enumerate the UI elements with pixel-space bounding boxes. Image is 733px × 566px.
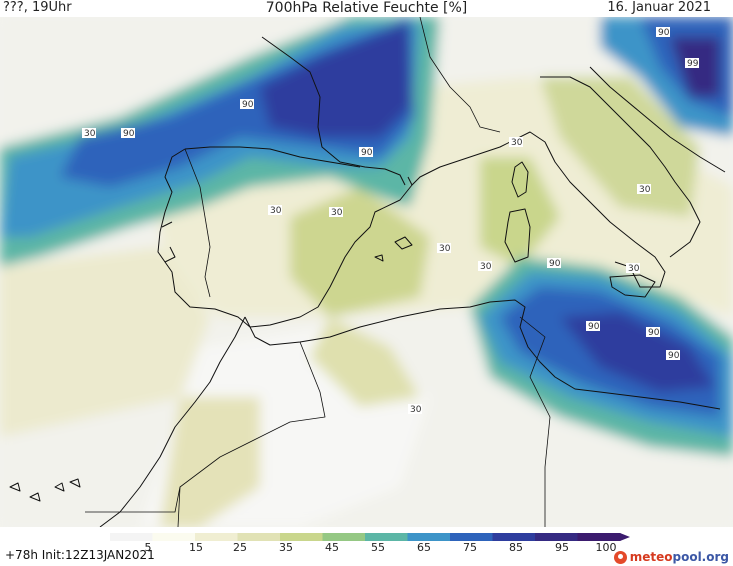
- contour-label-30: 30: [509, 137, 523, 148]
- map-title: 700hPa Relative Feuchte [%]: [265, 0, 468, 16]
- svg-text:90: 90: [242, 100, 254, 110]
- contour-label-90: 90: [666, 350, 680, 361]
- svg-text:30: 30: [410, 405, 422, 415]
- colorbar: [110, 530, 630, 552]
- svg-text:30: 30: [331, 208, 343, 218]
- colorbar-tick: 25: [233, 541, 247, 554]
- colorbar-swatch: [535, 533, 578, 541]
- svg-text:30: 30: [628, 264, 640, 274]
- contour-label-90: 90: [359, 147, 373, 158]
- contour-label-30: 30: [478, 261, 492, 272]
- contour-label-30: 30: [408, 404, 422, 415]
- humidity-map: 30 30 30 30 30 30 30 30 30 90 90 90 90 9…: [0, 17, 733, 527]
- logo-icon: [613, 550, 627, 564]
- colorbar-swatch: [577, 533, 621, 541]
- forecast-date: 16. Januar 2021: [607, 0, 711, 15]
- forecast-valid-time: ???, 19Uhr: [3, 0, 72, 15]
- colorbar-swatch: [152, 533, 196, 541]
- svg-text:90: 90: [361, 148, 373, 158]
- humidity-field: [0, 17, 733, 527]
- colorbar-swatches: [110, 533, 630, 541]
- colorbar-swatch: [365, 533, 408, 541]
- colorbar-swatch: [322, 533, 366, 541]
- contour-label-30: 30: [82, 128, 96, 139]
- colorbar-tick: 85: [509, 541, 523, 554]
- svg-text:90: 90: [588, 322, 600, 332]
- contour-label-90: 90: [121, 128, 135, 139]
- colorbar-swatch: [195, 533, 238, 541]
- svg-text:90: 90: [549, 259, 561, 269]
- contour-label-30: 30: [637, 184, 651, 195]
- contour-label-90: 90: [547, 258, 561, 269]
- svg-text:30: 30: [84, 129, 96, 139]
- colorbar-tick: 100: [595, 541, 617, 554]
- colorbar-swatch: [110, 533, 153, 541]
- contour-label-99: 99: [685, 58, 699, 69]
- svg-text:30: 30: [270, 206, 282, 216]
- colorbar-tick: 55: [371, 541, 385, 554]
- contour-label-90: 90: [646, 327, 660, 338]
- contour-label-90: 90: [656, 27, 670, 38]
- colorbar-tick: 65: [417, 541, 431, 554]
- logo-text-b: pool.org: [672, 550, 729, 564]
- coastlines: [9, 17, 726, 527]
- svg-text:90: 90: [658, 28, 670, 38]
- colorbar-swatch: [280, 533, 323, 541]
- svg-text:30: 30: [439, 244, 451, 254]
- colorbar-tick: 95: [555, 541, 569, 554]
- svg-text:90: 90: [123, 129, 135, 139]
- svg-text:30: 30: [639, 185, 651, 195]
- colorbar-tick: 45: [325, 541, 339, 554]
- colorbar-tick: 15: [189, 541, 203, 554]
- meteopool-logo[interactable]: meteo pool.org: [613, 550, 729, 564]
- contour-label-90: 90: [240, 99, 254, 110]
- svg-text:30: 30: [480, 262, 492, 272]
- contour-label-30: 30: [329, 207, 343, 218]
- svg-text:99: 99: [687, 59, 699, 69]
- contour-label-30: 30: [268, 205, 282, 216]
- colorbar-tick: 75: [463, 541, 477, 554]
- contour-label-90: 90: [586, 321, 600, 332]
- contour-label-30: 30: [437, 243, 451, 254]
- colorbar-swatch: [492, 533, 536, 541]
- logo-text-a: meteo: [629, 550, 673, 564]
- colorbar-swatch: [237, 533, 281, 541]
- colorbar-swatch: [450, 533, 493, 541]
- init-time: +78h Init:12Z13JAN2021: [5, 548, 155, 562]
- svg-text:30: 30: [511, 138, 523, 148]
- svg-text:90: 90: [668, 351, 680, 361]
- contour-label-30: 30: [626, 263, 640, 274]
- colorbar-tick: 5: [144, 541, 152, 554]
- colorbar-end-arrow: [620, 533, 630, 541]
- contour-labels: 30 30 30 30 30 30 30 30 30 90 90 90 90 9…: [82, 27, 699, 415]
- svg-text:90: 90: [648, 328, 660, 338]
- colorbar-tick: 35: [279, 541, 293, 554]
- colorbar-swatch: [407, 533, 451, 541]
